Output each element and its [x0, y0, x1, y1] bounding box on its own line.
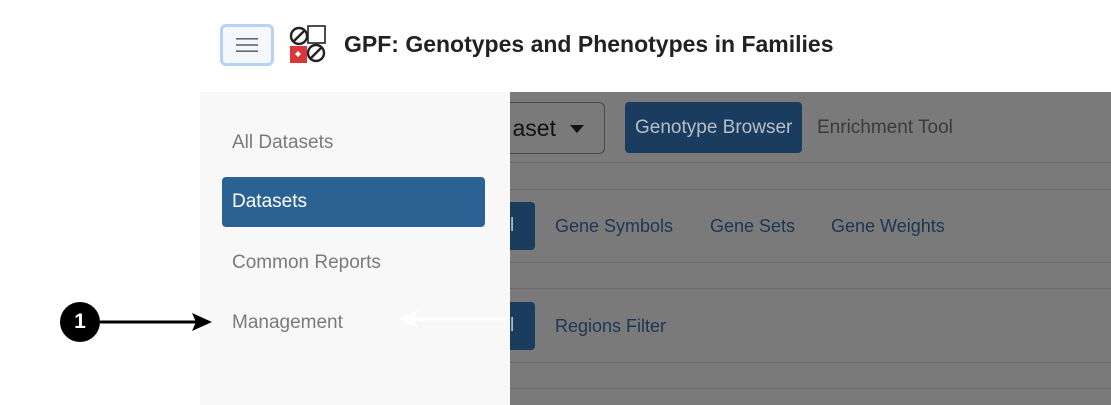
- dataset-select-value: aset: [512, 115, 556, 141]
- sidebar-item-datasets[interactable]: Datasets: [222, 177, 485, 227]
- sidebar-item-management[interactable]: Management: [232, 312, 343, 333]
- tab-gene-weights[interactable]: Gene Weights: [831, 216, 945, 236]
- sidebar-item-common-reports[interactable]: Common Reports: [232, 252, 381, 273]
- divider: [200, 388, 1111, 389]
- tool-genotype-browser[interactable]: Genotype Browser: [625, 102, 803, 153]
- divider: [200, 362, 1111, 363]
- divider: [200, 262, 1111, 263]
- app-title: GPF: Genotypes and Phenotypes in Familie…: [344, 31, 834, 57]
- divider: [200, 189, 1111, 190]
- sidebar: All Datasets Datasets Common Reports Man…: [200, 92, 510, 405]
- hamburger-icon: [236, 38, 258, 52]
- tool-enrichment-tool[interactable]: Enrichment Tool: [817, 117, 953, 138]
- divider: [200, 288, 1111, 289]
- tab-gene-sets[interactable]: Gene Sets: [710, 216, 796, 236]
- sidebar-item-all-datasets[interactable]: All Datasets: [232, 132, 334, 153]
- tab-regions-filter[interactable]: Regions Filter: [555, 316, 667, 336]
- gpf-logo-icon[interactable]: [288, 25, 328, 65]
- tab-gene-symbols[interactable]: Gene Symbols: [555, 216, 674, 236]
- menu-toggle-button[interactable]: [220, 24, 274, 66]
- step-callout-badge: 1: [60, 302, 100, 342]
- divider: [200, 162, 1111, 163]
- caret-down-icon: [570, 125, 584, 133]
